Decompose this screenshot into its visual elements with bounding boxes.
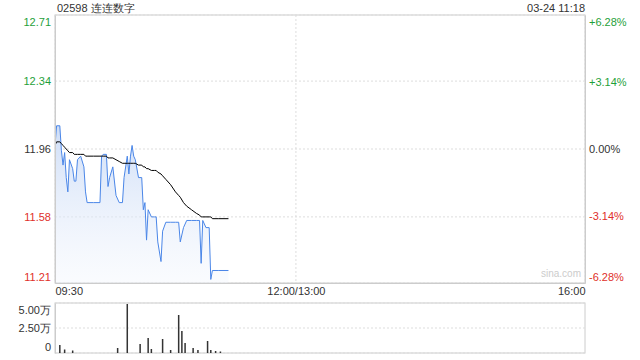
volume-bar	[192, 348, 194, 353]
plot-area	[59, 304, 221, 353]
volume-bar	[197, 350, 199, 353]
tick-label: 5.00万	[19, 304, 51, 316]
tick: 09:30	[56, 283, 84, 297]
grid-line-y	[55, 353, 585, 354]
grid-line-y	[55, 149, 585, 150]
tick-label: 12:00/13:00	[267, 285, 325, 297]
grid-line-y	[55, 81, 585, 82]
volume-bar	[184, 343, 186, 353]
axis-line	[55, 16, 56, 284]
tick-label: 09:30	[56, 285, 84, 297]
watermark: sina.com	[541, 268, 581, 279]
grid-line-y	[55, 303, 585, 304]
axis: 0 2.50万 5.00万	[19, 304, 56, 354]
grid	[55, 303, 585, 353]
grid-line-y	[55, 15, 585, 16]
tick-label: +6.28%	[589, 16, 627, 28]
title: 02598 连连数字	[57, 2, 135, 14]
price-area	[55, 126, 228, 283]
volume-bar	[181, 331, 183, 353]
axis-line	[55, 304, 56, 354]
tick-label: +3.14%	[589, 76, 627, 88]
tick: 12:00/13:00	[267, 283, 325, 297]
tick: 11.96	[24, 143, 55, 155]
tick-label: 12.71	[23, 16, 51, 28]
axis-line	[585, 16, 586, 284]
tick: 12.34	[23, 75, 55, 87]
tick-label: 2.50万	[19, 322, 51, 334]
volume-bar	[147, 338, 149, 353]
grid-line-x	[585, 15, 586, 283]
tick-label: 12.34	[23, 75, 51, 87]
tick-label: 0.00%	[589, 143, 620, 155]
tick-label: 16:00	[558, 285, 586, 297]
tick: 0.00%	[585, 143, 620, 155]
volume-bar	[117, 348, 119, 353]
volume-bar	[127, 304, 129, 353]
tick: 12.71	[23, 16, 55, 28]
plot-area	[55, 126, 228, 283]
axis: 09:30 12:00/13:00 16:00	[56, 283, 586, 297]
tick: +6.28%	[585, 16, 627, 28]
tick-label: -6.28%	[589, 271, 624, 283]
tick-label: 11.96	[24, 143, 51, 155]
price-line	[55, 126, 228, 280]
axis: 11.21 11.58 11.96 12.34 12.71	[23, 16, 55, 284]
grid-line-x	[55, 15, 56, 283]
volume-bar	[59, 345, 61, 353]
volume-bar	[210, 350, 212, 353]
tick-label: -3.14%	[589, 210, 624, 222]
volume-bar	[215, 351, 217, 353]
chart: sina.com11.2111.5811.9612.3412.71-6.28%-…	[0, 0, 640, 360]
volume-bar	[170, 350, 172, 353]
tick-label: 11.21	[24, 271, 51, 283]
volume-bar	[72, 351, 74, 354]
grid-line-x	[295, 15, 296, 283]
tick-label: 11.58	[24, 211, 51, 223]
tick: 5.00万	[19, 304, 55, 316]
average-line	[55, 142, 228, 219]
tick: 11.58	[24, 211, 55, 223]
grid	[55, 15, 585, 283]
tick: 0	[45, 341, 55, 354]
tick: +3.14%	[585, 76, 627, 88]
tick: 16:00	[558, 283, 586, 297]
tick-label: 0	[45, 341, 51, 353]
volume-bar	[139, 344, 141, 353]
subtitle: 03-24 11:18	[527, 2, 585, 14]
tick: -6.28%	[585, 271, 624, 284]
tick: 2.50万	[19, 322, 55, 334]
volume-bar	[64, 350, 66, 354]
volume-bar	[178, 315, 180, 353]
grid-line-y	[55, 328, 585, 329]
volume-bar	[220, 352, 222, 354]
plot-frame	[55, 15, 585, 283]
tick: -3.14%	[585, 210, 624, 222]
volume-bar	[151, 349, 153, 353]
plot-frame	[55, 303, 585, 353]
volume-bar	[162, 339, 164, 353]
tick: 11.21	[24, 271, 55, 284]
volume-bar	[207, 341, 209, 353]
axis: -6.28% -3.14% 0.00% +3.14% +6.28%	[585, 16, 627, 284]
